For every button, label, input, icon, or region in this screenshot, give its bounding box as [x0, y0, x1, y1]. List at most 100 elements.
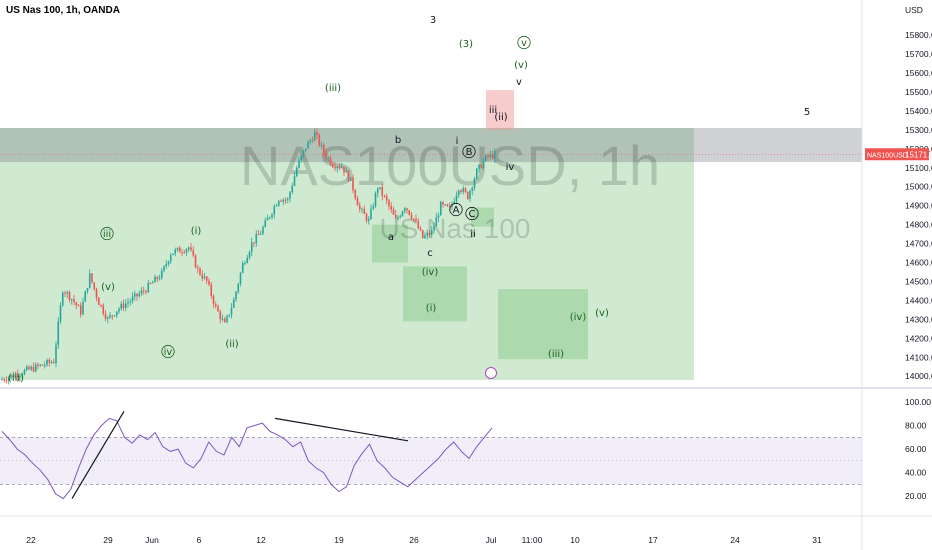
price-tick-label: 14200.0 — [905, 333, 932, 343]
candle-body — [466, 191, 469, 200]
candle-body — [376, 188, 379, 194]
rsi-band — [0, 437, 862, 485]
candle-body — [408, 210, 411, 215]
wave-label: (i) — [191, 226, 202, 237]
wave-label: a — [388, 232, 394, 243]
candle-body — [318, 134, 321, 146]
wave-label: v — [516, 77, 522, 88]
candle-body — [203, 276, 206, 279]
candle-body — [275, 205, 278, 207]
candle-body — [16, 374, 19, 378]
wave-label: (3) — [459, 39, 473, 50]
candle-body — [433, 226, 435, 231]
candle-body — [140, 290, 143, 294]
candle-body — [70, 298, 73, 300]
candle-body — [257, 234, 260, 236]
candle-body — [1, 379, 3, 381]
candle-body — [451, 204, 453, 207]
wave-label: c — [427, 248, 433, 259]
candle-body — [426, 232, 429, 236]
candle-body — [100, 305, 102, 307]
candle-body — [124, 303, 127, 309]
price-tick-label: 15500.0 — [905, 87, 932, 97]
candle-body — [460, 190, 462, 192]
candle-body — [25, 366, 28, 371]
candle-body — [37, 364, 39, 366]
time-tick-label: 29 — [103, 535, 113, 545]
candle-body — [424, 235, 426, 239]
candle-body — [151, 282, 154, 284]
target-box-red — [486, 90, 514, 130]
wave-label: i — [456, 136, 459, 147]
candle-body — [419, 228, 422, 231]
candle-body — [46, 359, 48, 365]
candle-body — [52, 362, 55, 364]
watermark-name: US Nas 100 — [380, 213, 531, 244]
candle-body — [192, 250, 195, 256]
time-tick-label: 22 — [26, 535, 36, 545]
candle-body — [489, 154, 492, 158]
candle-body — [397, 217, 399, 219]
candle-body — [390, 206, 393, 210]
candle-body — [435, 217, 438, 227]
candle-body — [401, 211, 404, 216]
candle-body — [493, 151, 496, 159]
candle-body — [293, 176, 296, 186]
chart-title: US Nas 100, 1h, OANDA — [6, 5, 120, 16]
candle-body — [12, 374, 15, 378]
candle-body — [61, 292, 64, 306]
candle-body — [383, 195, 386, 197]
candle-body — [244, 262, 246, 264]
candle-body — [228, 314, 231, 316]
candle-body — [302, 150, 305, 156]
candle-body — [136, 293, 138, 297]
candle-body — [343, 166, 345, 173]
price-tick-label: 14700.0 — [905, 239, 932, 249]
candle-body — [176, 247, 179, 250]
candle-body — [66, 291, 69, 294]
price-tick-label: 14000.0 — [905, 371, 932, 381]
candle-body — [7, 377, 10, 381]
candle-body — [118, 308, 120, 312]
candle-body — [361, 208, 363, 210]
candle-body — [230, 307, 233, 315]
price-tick-label: 14300.0 — [905, 314, 932, 324]
candle-body — [199, 268, 201, 275]
candle-body — [239, 272, 242, 284]
candle-body — [86, 287, 89, 292]
rsi-tick-label: 20.00 — [905, 491, 927, 501]
price-series — [0, 128, 862, 500]
correction-box — [403, 266, 467, 322]
candle-body — [241, 263, 244, 273]
time-tick-label: Jul — [486, 535, 497, 545]
candle-body — [79, 305, 82, 315]
candle-body — [475, 168, 478, 179]
candle-body — [50, 362, 53, 364]
candle-body — [190, 247, 192, 251]
wave-label: 3 — [430, 15, 436, 26]
candle-body — [264, 220, 267, 227]
wave-label: ii — [470, 229, 476, 240]
candle-body — [291, 185, 294, 193]
wave-label: (v) — [514, 60, 528, 71]
candle-body — [30, 366, 33, 370]
rsi-tick-label: 100.00 — [905, 397, 931, 407]
candle-body — [115, 311, 118, 316]
time-tick-label: 31 — [812, 535, 822, 545]
candle-body — [172, 253, 174, 255]
current-price-value: 15171.4 — [905, 150, 932, 159]
candle-body — [415, 218, 417, 222]
candle-body — [354, 190, 357, 199]
candle-body — [120, 303, 123, 309]
candle-body — [313, 132, 316, 141]
wave-label: (iv) — [570, 312, 587, 323]
candle-body — [106, 317, 109, 319]
time-tick-label: 11:00 — [522, 535, 543, 545]
candle-body — [484, 155, 487, 162]
candle-body — [455, 195, 458, 202]
candle-body — [154, 276, 156, 283]
candle-body — [453, 201, 456, 205]
candle-body — [122, 303, 125, 309]
candle-body — [55, 344, 57, 364]
